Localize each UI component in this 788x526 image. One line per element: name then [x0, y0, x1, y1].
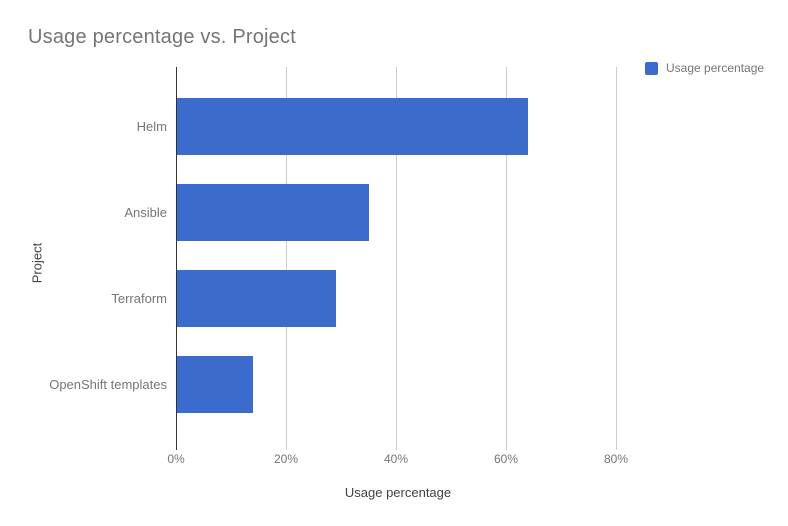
legend-label: Usage percentage: [666, 61, 765, 75]
x-tick-label: 20%: [273, 452, 299, 466]
bar-openshift-templates: [176, 356, 253, 414]
x-tick-mark: [286, 444, 287, 450]
bar-row-helm: Helm: [137, 83, 620, 169]
x-tick-label: 60%: [493, 452, 519, 466]
category-label-ansible: Ansible: [124, 204, 167, 220]
x-tick-mark: [616, 444, 617, 450]
legend: Usage percentage: [645, 61, 764, 75]
bar-row-ansible: Ansible: [124, 169, 620, 255]
gridline: [286, 67, 287, 444]
gridline: [616, 67, 617, 444]
chart-title: Usage percentage vs. Project: [28, 26, 296, 48]
bar-rows: Helm Ansible Terraform OpenShift templates: [49, 67, 620, 444]
axis-baseline: [176, 67, 177, 444]
bar-terraform: [176, 270, 336, 328]
x-tick-label: 80%: [603, 452, 629, 466]
bar-row-terraform: Terraform: [111, 256, 620, 342]
x-tick-label: 40%: [383, 452, 409, 466]
plot-area: Helm Ansible Terraform OpenShift templates …: [49, 67, 628, 466]
category-label-terraform: Terraform: [111, 291, 167, 307]
bar-helm: [176, 97, 528, 155]
x-tick-label: 0%: [167, 452, 185, 466]
x-axis-title: Usage percentage: [344, 485, 452, 500]
x-tick-mark: [396, 444, 397, 450]
gridline: [396, 67, 397, 444]
y-axis-title: Project: [29, 242, 45, 284]
category-label-helm: Helm: [136, 118, 167, 134]
legend-swatch-icon: [645, 61, 658, 75]
x-tick-mark: [176, 444, 177, 450]
bar-row-openshift-templates: OpenShift templates: [49, 342, 620, 428]
bar-ansible: [176, 183, 369, 241]
gridline: [506, 67, 507, 444]
category-label-openshift-templates: OpenShift templates: [49, 377, 167, 393]
x-tick-mark: [506, 444, 507, 450]
